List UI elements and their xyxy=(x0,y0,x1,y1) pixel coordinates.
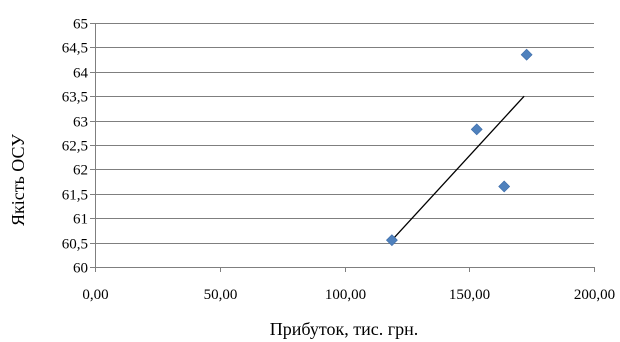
axes xyxy=(90,23,595,272)
y-tick-label: 61,5 xyxy=(62,188,88,204)
x-tick-labels: 0,00 50,00 100,00 150,00 200,00 xyxy=(82,287,615,303)
y-tick-label: 65 xyxy=(73,17,88,33)
y-tick-label: 60,5 xyxy=(62,237,88,253)
x-tick-label: 200,00 xyxy=(574,287,615,303)
data-point-diamond xyxy=(470,123,483,136)
y-tick-label: 62 xyxy=(73,163,88,179)
y-tick-label: 61 xyxy=(73,212,88,228)
x-tick-label: 100,00 xyxy=(325,287,366,303)
trendline xyxy=(391,95,525,241)
y-tick-label: 60 xyxy=(73,261,88,277)
x-tick-label: 50,00 xyxy=(204,287,238,303)
data-point-diamond xyxy=(498,180,511,193)
y-tick-labels: 60 60,5 61 61,5 62 62,5 63 63,5 64 64,5 65 xyxy=(62,17,89,277)
y-tick-label: 64 xyxy=(73,66,89,82)
y-axis-title: Якість ОСУ xyxy=(8,134,28,226)
gridlines xyxy=(95,23,594,244)
y-tick-label: 62,5 xyxy=(62,139,88,155)
x-tick-label: 150,00 xyxy=(449,287,490,303)
y-tick-label: 64,5 xyxy=(62,41,88,57)
x-tick-label: 0,00 xyxy=(82,287,108,303)
data-points xyxy=(385,48,533,247)
x-axis-title: Прибуток, тис. грн. xyxy=(270,319,418,339)
y-tick-label: 63,5 xyxy=(62,90,88,106)
data-point-diamond xyxy=(385,234,398,247)
trendline-group xyxy=(391,95,525,241)
y-tick-label: 63 xyxy=(73,115,88,131)
data-point-diamond xyxy=(520,48,533,61)
